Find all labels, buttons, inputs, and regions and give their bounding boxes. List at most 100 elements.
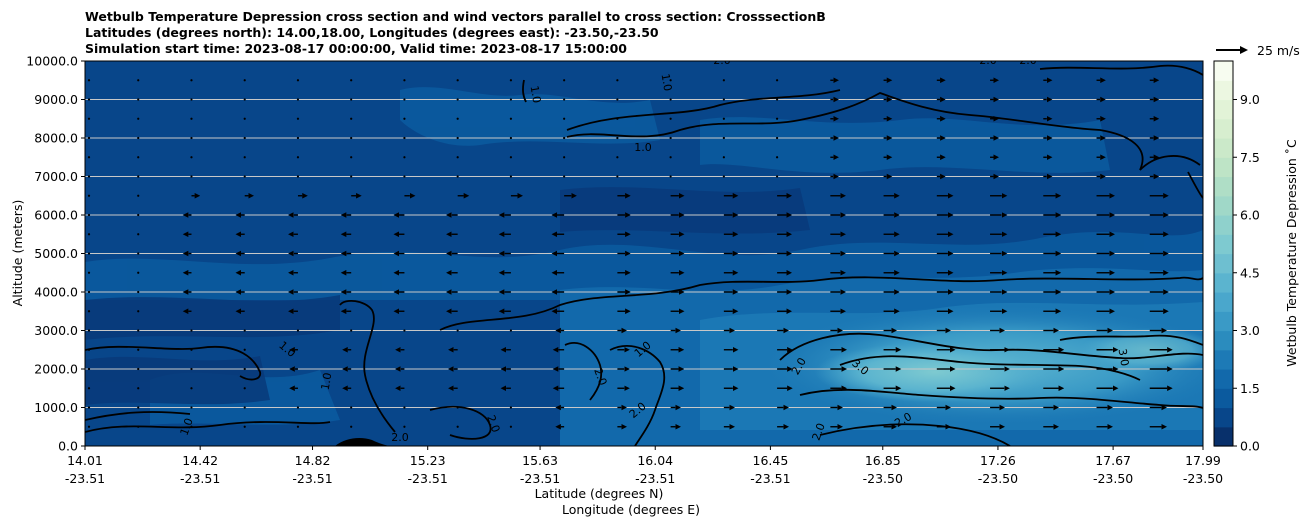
contour-1-top [1039,64,1203,76]
wind-vector [296,406,300,409]
wind-vector [296,136,300,140]
x-tick-label-latitude: 14.82 [295,453,331,468]
x-tick-label-longitude: -23.51 [180,471,220,486]
contour-2-e [819,423,1011,446]
y-tick-label: 0.0 [58,439,78,454]
wind-vector [243,156,246,159]
wind-vector [190,406,193,409]
wind-vector [137,271,140,274]
wind-vector [616,79,619,82]
y-tick-label: 2000.0 [34,362,78,377]
contour-label: 2.0 [713,54,731,67]
x-tick-label-latitude: 16.04 [637,453,673,468]
x-tick-label-longitude: -23.51 [750,471,790,486]
field-depression-mid [560,268,1203,446]
wind-vector [243,136,246,140]
colorbar-tick-label: 9.0 [1240,92,1260,107]
terrain [335,438,392,446]
wind-vector [669,175,672,178]
wind-vector [403,136,406,140]
x-tick-label-longitude: -23.51 [292,471,332,486]
wind-vector [137,387,140,390]
contour-1-upper-b [566,89,841,131]
wind-vector [775,79,779,82]
wind-vector [243,406,246,409]
wind-vector [722,175,725,178]
colorbar-tick-label: 1.5 [1240,381,1260,396]
wind-vector [243,387,246,390]
wind-vector [616,117,619,120]
wind-vector [137,117,140,120]
colorbar-band [1214,176,1233,197]
colorbar-band [1214,253,1233,274]
wind-vector [87,252,91,255]
colorbar-band [1214,61,1233,81]
wind-vector [190,329,193,332]
wind-vector [509,79,513,82]
wind-vector [563,136,566,140]
wind-vector [137,367,140,371]
wind-vector [456,329,459,332]
wind-vector [87,175,91,178]
contour-label: 3.0 [1116,348,1132,367]
wind-vector [137,136,140,140]
wind-vector [669,98,672,101]
wind-vector [137,252,140,255]
wind-vector [509,98,513,101]
contour-2-a [564,342,603,401]
wind-vector [775,156,779,159]
wind-vector [350,79,353,82]
wind-vector [456,136,459,140]
wind-vector [722,136,725,140]
colorbar-band [1214,234,1233,255]
wind-vector [722,98,725,101]
wind-vector [669,79,672,82]
colorbar-band [1214,157,1233,178]
wind-vector [616,156,619,159]
y-tick-label: 4000.0 [34,285,78,300]
wind-vector [137,329,140,332]
colorbar-ticks: 0.0 1.5 3.0 4.5 6.0 7.5 9.0 [1233,92,1260,454]
wind-vector [190,117,193,120]
wind-reference-label: 25 m/s [1257,43,1300,58]
wind-vector [190,175,193,178]
wind-vector [87,425,91,428]
x-tick-label-latitude: 14.01 [67,453,103,468]
wind-vector [87,290,91,294]
colorbar-band [1214,138,1233,158]
wind-vector [669,136,672,140]
wind-vector [137,310,140,313]
wind-vector [509,156,513,159]
wind-vector [722,79,725,82]
contour-3-b [1059,334,1203,346]
wind-vector [563,79,566,82]
wind-vector [456,406,459,409]
wind-vector [403,329,406,332]
y-axis: 0.0 1000.0 2000.0 3000.0 4000.0 5000.0 6000.0 7… [26,54,85,454]
wind-vector [775,117,779,120]
colorbar-label: Wetbulb Temperature Depression ˚C [1284,139,1299,367]
wind-vector [509,175,513,178]
wind-vector [190,367,193,371]
x-tick-label-longitude: -23.50 [863,471,903,486]
y-tick-label: 8000.0 [34,131,78,146]
wind-vector [403,117,406,120]
x-axis-label-secondary: Longitude (degrees E) [562,502,700,517]
wind-vector [403,175,406,178]
wind-vector [669,117,672,120]
wind-vector [137,79,140,82]
contour-1-upper [566,92,1201,171]
colorbar-band [1214,272,1233,293]
plot-area: 1.0 1.0 1.0 1.0 1.0 1.0 1.0 2.0 2.0 2.0 … [85,54,1203,446]
contour-2-f [429,406,492,440]
x-tick-label-latitude: 14.42 [182,453,218,468]
wind-vector [87,329,91,332]
wind-vector [296,329,300,332]
wind-vector [243,329,246,332]
wind-vector [87,387,91,390]
colorbar-tick-label: 6.0 [1240,208,1260,223]
wind-vector [87,194,91,197]
colorbar-band [1214,80,1233,101]
x-tick-label-latitude: 15.23 [410,453,446,468]
